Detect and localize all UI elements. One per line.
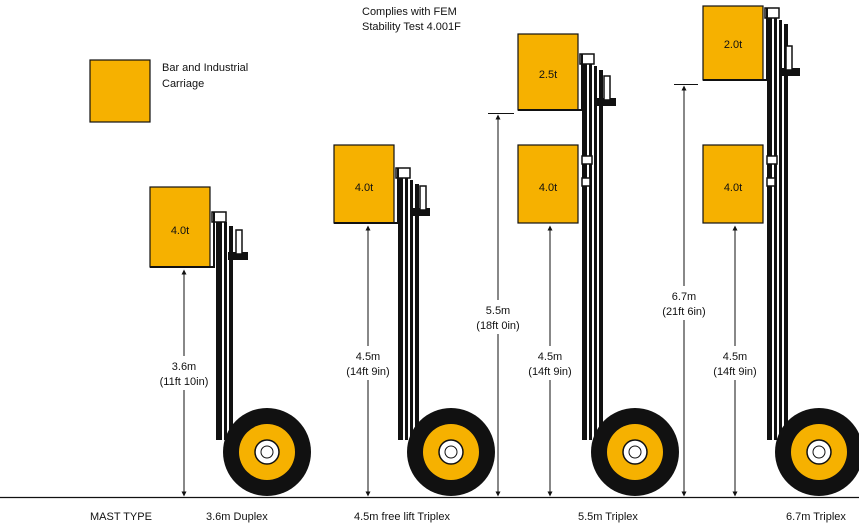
mast-4-dimension-upper: 6.7m (21ft 6in): [660, 84, 708, 497]
mast-3-load-lower: 4.0t: [517, 144, 579, 224]
header-line-2: Stability Test 4.001F: [362, 21, 461, 33]
load-capacity: 4.0t: [355, 182, 373, 194]
header-line-1: Complies with FEM: [362, 6, 457, 18]
mast-name-2: 4.5m free lift Triplex: [354, 511, 450, 523]
load-capacity: 2.5t: [539, 69, 557, 81]
mast-3-load-upper: 2.5t: [517, 33, 583, 111]
legend: Bar and Industrial Carriage: [89, 59, 248, 123]
load-box: [333, 144, 395, 224]
lift-height-imperial: (11ft 10in): [160, 376, 209, 388]
legend-line-2: Carriage: [162, 78, 204, 90]
load-box: [517, 33, 579, 111]
mast-4-structure: [764, 7, 859, 496]
mast-1-load: 4.0t: [149, 186, 215, 268]
mast-name-3: 5.5m Triplex: [578, 511, 638, 523]
lift-height-imperial: (21ft 6in): [662, 306, 705, 318]
load-capacity: 4.0t: [724, 182, 742, 194]
legend-line-1: Bar and Industrial: [162, 62, 248, 74]
load-capacity: 2.0t: [724, 39, 742, 51]
mast-name-1: 3.6m Duplex: [206, 511, 268, 523]
load-box: [702, 5, 764, 81]
lift-height: 4.5m: [356, 351, 380, 363]
mast-2-structure: [395, 167, 495, 496]
lift-height-imperial: (14ft 9in): [346, 366, 389, 378]
mast-3-structure: [579, 53, 679, 496]
lift-height: 4.5m: [538, 351, 562, 363]
mast-4-load-lower: 4.0t: [702, 144, 764, 224]
mast-3-dimension-upper: 5.5m (18ft 0in): [474, 113, 522, 497]
load-box: [702, 144, 764, 224]
load-box: [517, 144, 579, 224]
lift-height: 5.5m: [486, 305, 510, 317]
mast-2-load: 4.0t: [333, 144, 399, 224]
lift-height: 6.7m: [672, 291, 696, 303]
mast-4-load-upper: 2.0t: [702, 5, 768, 81]
lift-height-imperial: (14ft 9in): [528, 366, 571, 378]
mast-name-4: 6.7m Triplex: [786, 511, 846, 523]
lift-height: 4.5m: [723, 351, 747, 363]
mast-type-label: MAST TYPE: [90, 511, 152, 523]
lift-height: 3.6m: [172, 361, 196, 373]
mast-1-structure: [211, 211, 311, 496]
lift-height-imperial: (18ft 0in): [476, 320, 519, 332]
load-capacity: 4.0t: [539, 182, 557, 194]
load-capacity: 4.0t: [171, 225, 189, 237]
mast-4-dimension-lower: 4.5m (14ft 9in): [711, 225, 759, 497]
mast-2-dimension: 4.5m (14ft 9in): [344, 225, 392, 497]
mast-3-dimension-lower: 4.5m (14ft 9in): [526, 225, 574, 497]
mast-1-dimension: 3.6m (11ft 10in): [160, 269, 209, 497]
load-box: [149, 186, 211, 268]
lift-height-imperial: (14ft 9in): [713, 366, 756, 378]
legend-swatch: [89, 59, 151, 123]
